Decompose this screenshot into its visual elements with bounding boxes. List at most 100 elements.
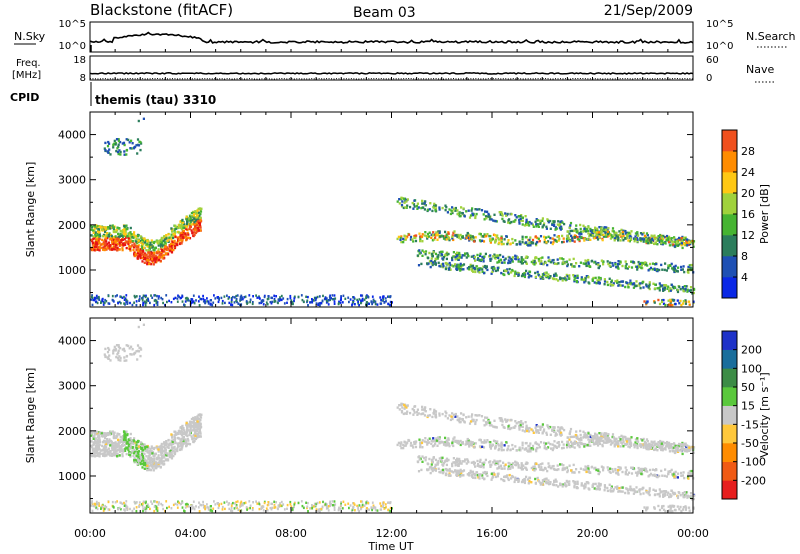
velocity-point [523, 430, 526, 433]
power-point [583, 281, 586, 284]
power-point [198, 225, 201, 228]
power-point [176, 236, 179, 239]
velocity-point [311, 507, 314, 510]
power-point [445, 262, 448, 265]
power-point [518, 218, 521, 222]
power-point [161, 254, 164, 257]
power-point [196, 222, 199, 226]
power-point [658, 282, 661, 285]
power-point [569, 239, 572, 243]
power-point [685, 239, 688, 242]
power-point [119, 153, 122, 156]
power-point [604, 235, 608, 238]
power-point [132, 248, 135, 252]
power-point [128, 141, 131, 144]
velocity-point [664, 442, 667, 445]
velocity-point [199, 416, 203, 419]
power-point [322, 294, 324, 298]
power-point [191, 231, 194, 234]
power-point [470, 268, 473, 271]
power-point [487, 212, 490, 216]
power-point [672, 240, 675, 243]
power-point [614, 263, 617, 266]
power-point [672, 286, 675, 290]
power-point [539, 235, 543, 238]
power-point [611, 235, 614, 239]
velocity-point [217, 506, 220, 510]
velocity-point [195, 430, 199, 433]
power-point [629, 279, 632, 282]
power-point [637, 265, 640, 269]
power-point [108, 148, 111, 151]
power-point [103, 238, 107, 241]
power-point [535, 241, 539, 244]
power-point [435, 231, 438, 234]
velocity-point [146, 468, 149, 472]
power-point [162, 257, 165, 260]
velocity-point [245, 506, 248, 509]
power-point [428, 260, 431, 263]
power-point [136, 152, 139, 155]
velocity-point [147, 504, 149, 507]
power-point [673, 236, 676, 239]
power-point [612, 264, 615, 267]
velocity-point [561, 440, 564, 444]
velocity-point [96, 432, 99, 435]
velocity-point [381, 502, 384, 505]
power-point [484, 252, 487, 256]
power-point [148, 255, 151, 259]
power-point [452, 251, 455, 254]
velocity-point [269, 506, 272, 510]
velocity-point [98, 448, 101, 451]
power-point [126, 227, 129, 231]
velocity-point [312, 505, 315, 508]
power-point [140, 241, 143, 245]
power-point [454, 258, 457, 261]
velocity-point [94, 441, 97, 445]
power-point [192, 294, 195, 297]
power-point [424, 250, 428, 253]
power-point [163, 250, 166, 253]
power-point [315, 298, 317, 301]
power-point [117, 138, 120, 141]
velocity-point [165, 440, 168, 443]
power-point [454, 234, 457, 237]
power-point [492, 219, 495, 222]
velocity-point [572, 463, 575, 467]
velocity-point [617, 490, 620, 493]
power-point [680, 265, 683, 269]
power-point [641, 233, 644, 236]
power-point [405, 236, 408, 240]
power-point [206, 297, 208, 300]
velocity-point [150, 450, 153, 453]
velocity-point [141, 444, 144, 447]
power-point [692, 245, 695, 248]
power-point [579, 230, 582, 234]
power-point [649, 262, 652, 266]
power-point [344, 297, 347, 300]
power-point [545, 225, 548, 228]
power-point [666, 239, 669, 242]
power-point [456, 209, 459, 212]
velocity-point [150, 500, 152, 503]
power-point [665, 269, 668, 272]
power-point [681, 302, 685, 305]
power-point [606, 235, 609, 238]
velocity-point [176, 447, 179, 450]
power-point [449, 212, 452, 216]
power-point [551, 242, 554, 246]
velocity-point [646, 440, 649, 443]
power-point [465, 236, 468, 239]
power-point [647, 269, 650, 272]
power-point [657, 235, 660, 238]
power-point [494, 234, 497, 237]
freq-tick-top: 18 [73, 55, 86, 66]
power-point [645, 232, 649, 235]
power-point [112, 238, 116, 241]
power-point [449, 263, 452, 267]
velocity-point [256, 502, 259, 505]
velocity-point [128, 447, 131, 450]
power-point [186, 299, 189, 302]
velocity-point [315, 504, 317, 507]
velocity-point [342, 500, 345, 503]
